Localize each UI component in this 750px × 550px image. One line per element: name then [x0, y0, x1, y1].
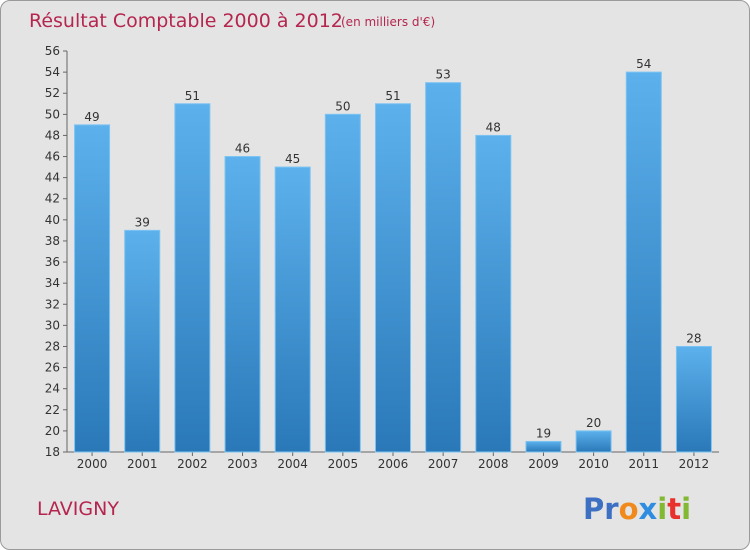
y-tick-label: 48 [45, 128, 60, 142]
bar-value-label: 54 [636, 57, 651, 71]
x-tick-label: 2009 [528, 457, 559, 471]
x-tick-label: 2003 [227, 457, 258, 471]
x-tick-label: 2001 [127, 457, 158, 471]
bar-2005 [324, 113, 361, 453]
y-tick-label: 52 [45, 86, 60, 100]
bar-2012 [675, 345, 712, 453]
y-tick-label: 18 [45, 445, 60, 459]
x-tick-label: 2005 [328, 457, 359, 471]
y-tick-label: 54 [45, 65, 60, 79]
y-tick-label: 50 [45, 107, 60, 121]
y-tick-label: 22 [45, 403, 60, 417]
bar-value-label: 45 [285, 152, 300, 166]
y-tick-label: 40 [45, 213, 60, 227]
y-tick-label: 46 [45, 150, 60, 164]
x-tick-label: 2002 [177, 457, 208, 471]
y-tick-label: 32 [45, 297, 60, 311]
y-tick-label: 30 [45, 318, 60, 332]
bar-2000 [74, 124, 111, 453]
bar-value-label: 51 [185, 89, 200, 103]
chart-title: Résultat Comptable 2000 à 2012 [29, 10, 343, 32]
x-tick-label: 2011 [628, 457, 659, 471]
bar-2008 [475, 134, 512, 453]
x-axis: 2000 2001 2002 2003 2004 2005 2006 2007 2008 2009… [67, 451, 719, 471]
y-tick-label: 34 [45, 276, 60, 290]
bar-value-label: 51 [385, 89, 400, 103]
logo-letter: o [619, 492, 639, 526]
bar-2001 [124, 229, 161, 453]
bar-2002 [174, 103, 211, 453]
logo-letter: x [639, 492, 658, 526]
bar-2007 [425, 82, 462, 453]
x-tick-label: 2012 [679, 457, 710, 471]
bar-value-label: 53 [436, 68, 451, 82]
logo-letter: i [657, 492, 667, 526]
bar-value-label: 46 [235, 142, 250, 156]
logo-letter: P [583, 492, 604, 526]
y-axis: 18 20 22 24 26 28 30 32 34 36 38 40 42 44 46 48 50 52 54 56 [45, 44, 68, 459]
bar-2006 [375, 103, 411, 453]
bars: 49 39 51 46 45 50 51 53 48 19 20 54 28 [74, 57, 712, 453]
x-tick-label: 2007 [428, 457, 459, 471]
y-tick-label: 56 [45, 44, 60, 58]
chart-subtitle: (en milliers d'€) [341, 15, 435, 29]
bar-value-label: 20 [586, 416, 601, 430]
y-tick-label: 26 [45, 361, 60, 375]
commune-name: LAVIGNY [37, 498, 119, 520]
bar-2004 [274, 166, 311, 453]
x-tick-label: 2010 [578, 457, 609, 471]
y-tick-label: 36 [45, 255, 60, 269]
bar-value-label: 39 [135, 215, 150, 229]
bar-value-label: 48 [486, 120, 501, 134]
y-tick-label: 24 [45, 382, 60, 396]
bar-2009 [525, 440, 562, 453]
y-tick-label: 20 [45, 424, 60, 438]
logo-letter: i [681, 492, 691, 526]
y-tick-label: 28 [45, 339, 60, 353]
x-tick-label: 2006 [378, 457, 409, 471]
x-tick-label: 2008 [478, 457, 509, 471]
y-tick-label: 44 [45, 171, 60, 185]
bar-2010 [575, 430, 612, 453]
y-tick-label: 38 [45, 234, 60, 248]
bar-value-label: 49 [84, 110, 99, 124]
logo-letter: t [667, 492, 681, 526]
x-tick-label: 2004 [277, 457, 308, 471]
bar-value-label: 28 [686, 331, 701, 345]
x-tick-label: 2000 [77, 457, 108, 471]
bar-2003 [224, 156, 261, 453]
bar-2011 [625, 71, 662, 453]
bar-value-label: 50 [335, 99, 350, 113]
bar-value-label: 19 [536, 426, 551, 440]
y-tick-label: 42 [45, 192, 60, 206]
logo-letter: r [604, 492, 619, 526]
proxiti-logo: Proxiti [583, 492, 691, 526]
